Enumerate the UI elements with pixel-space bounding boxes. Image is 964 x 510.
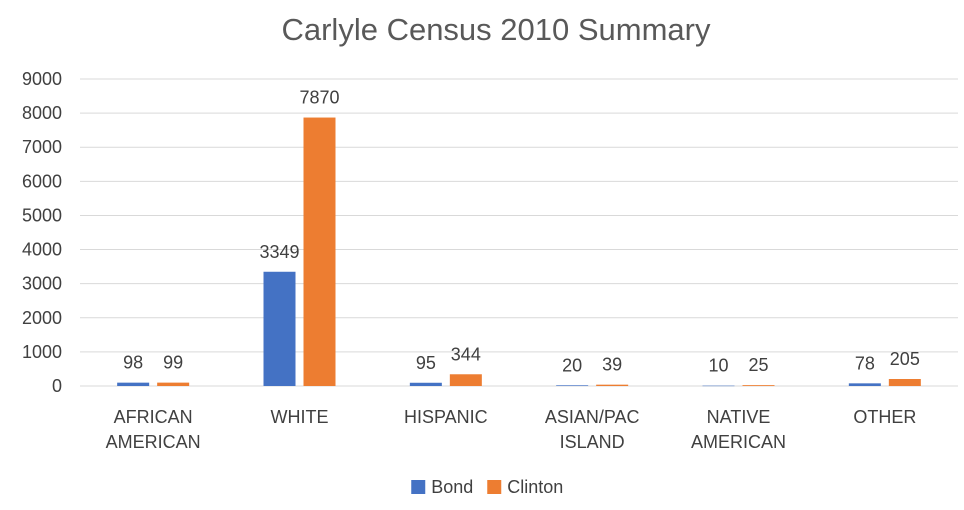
bar-clinton: [157, 382, 190, 386]
data-label: 205: [890, 349, 920, 369]
bar-bond: [117, 382, 150, 386]
chart-title: Carlyle Census 2010 Summary: [281, 12, 711, 47]
bar-bond: [848, 383, 881, 386]
y-tick-label: 8000: [22, 103, 62, 123]
data-labels: 98 99 3349 7870 95 344 20 39 10 25 78 205: [123, 88, 920, 376]
y-tick-label: 4000: [22, 240, 62, 260]
data-label: 3349: [259, 242, 299, 262]
bar-clinton: [596, 384, 629, 386]
y-tick-label: 6000: [22, 171, 62, 191]
bar-clinton: [888, 379, 921, 386]
gridlines: [80, 78, 958, 387]
y-axis-tick-labels: 0 1000 2000 3000 4000 5000 6000 7000 8000 9000: [22, 69, 62, 396]
data-label: 20: [562, 355, 582, 375]
legend: Bond Clinton: [411, 477, 563, 497]
y-tick-label: 0: [52, 376, 62, 396]
y-tick-label: 2000: [22, 308, 62, 328]
legend-label-clinton: Clinton: [507, 477, 563, 497]
data-label: 10: [708, 356, 728, 376]
y-tick-label: 5000: [22, 205, 62, 225]
bar-bond: [263, 271, 296, 386]
data-label: 78: [855, 353, 875, 373]
y-tick-label: 7000: [22, 137, 62, 157]
y-tick-label: 3000: [22, 274, 62, 294]
bar-bond: [556, 385, 589, 386]
bar-clinton: [742, 385, 775, 386]
bar-bond: [409, 382, 442, 386]
x-category-label: AFRICAN AMERICAN: [106, 407, 201, 452]
x-category-label: NATIVE AMERICAN: [691, 407, 786, 452]
x-category-label: HISPANIC: [404, 407, 488, 427]
data-label: 99: [163, 353, 183, 373]
legend-swatch-bond: [411, 480, 426, 494]
bar-bond: [702, 385, 735, 387]
data-label: 98: [123, 353, 143, 373]
bar-clinton: [303, 117, 336, 386]
bar-clinton: [449, 374, 482, 386]
x-category-label: ASIAN/PAC ISLAND: [545, 407, 640, 452]
x-axis-category-labels: AFRICAN AMERICAN WHITE HISPANIC ASIAN/PAC ISL…: [106, 407, 917, 452]
data-label: 344: [451, 344, 481, 364]
y-tick-label: 1000: [22, 342, 62, 362]
y-tick-label: 9000: [22, 69, 62, 89]
bars: [117, 117, 921, 387]
x-category-label: WHITE: [271, 407, 329, 427]
legend-label-bond: Bond: [431, 477, 473, 497]
data-label: 7870: [299, 88, 339, 108]
data-label: 95: [416, 353, 436, 373]
data-label: 25: [748, 355, 768, 375]
legend-swatch-clinton: [487, 480, 502, 494]
x-category-label: OTHER: [853, 407, 916, 427]
data-label: 39: [602, 355, 622, 375]
